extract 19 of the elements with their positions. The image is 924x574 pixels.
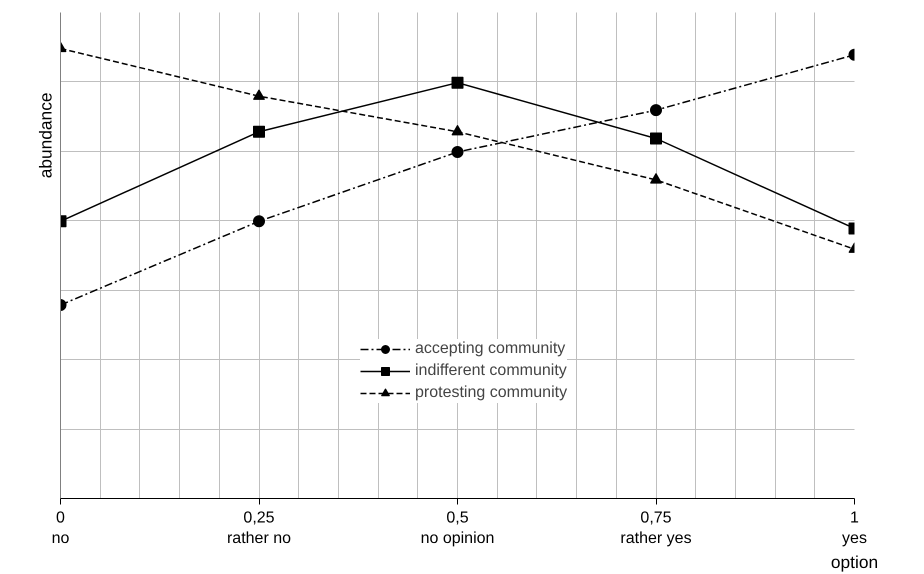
point xyxy=(650,104,662,116)
point xyxy=(650,173,662,184)
point xyxy=(253,126,265,138)
legend-label: indifferent community xyxy=(415,362,567,380)
x-tick-label: 0 no xyxy=(52,510,70,547)
point xyxy=(452,76,464,89)
x-tick-label: 0,25 rather no xyxy=(226,510,292,547)
point xyxy=(253,215,265,228)
x-tick-label: 0,5 no opinion xyxy=(420,510,494,547)
x-tick-label: 0,75 rather yes xyxy=(620,510,692,547)
legend-label: protesting community xyxy=(415,384,568,402)
point xyxy=(650,132,662,144)
x-axis-title: option xyxy=(830,552,878,572)
point xyxy=(452,146,464,158)
point xyxy=(452,124,464,136)
x-tick-label: 1 yes xyxy=(842,510,867,547)
y-axis-title: abundance xyxy=(36,92,56,178)
legend-label: accepting community xyxy=(415,340,566,358)
point xyxy=(253,89,265,100)
